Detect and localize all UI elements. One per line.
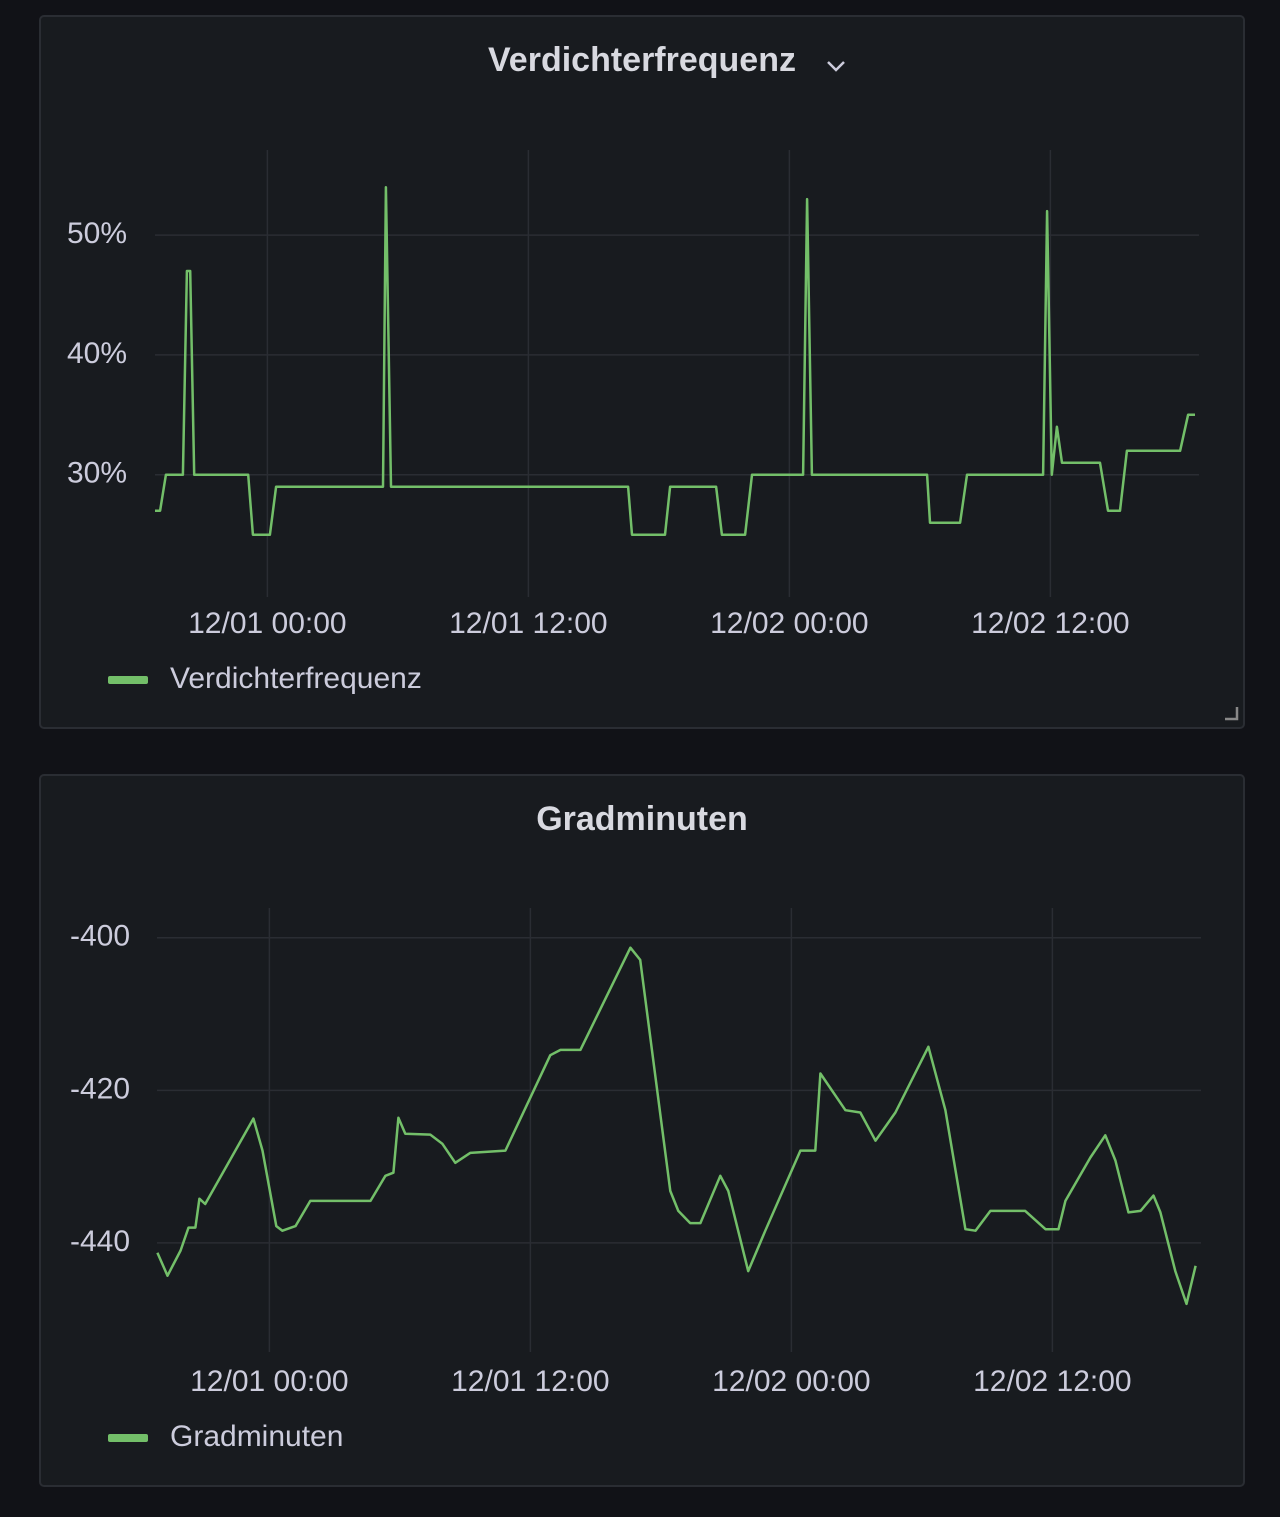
x-tick-label: 12/02 00:00 <box>712 1365 870 1398</box>
y-tick-label: -440 <box>70 1225 130 1258</box>
panel <box>39 774 1245 1487</box>
panel-title[interactable]: Verdichterfrequenz <box>488 41 796 79</box>
panel-title: Gradminuten <box>536 800 748 838</box>
x-tick-label: 12/01 00:00 <box>190 1365 348 1398</box>
x-tick-label: 12/01 00:00 <box>188 607 346 640</box>
legend-label: Verdichterfrequenz <box>170 662 422 695</box>
y-tick-label: 30% <box>67 457 127 490</box>
x-tick-label: 12/02 00:00 <box>710 607 868 640</box>
series-line <box>155 185 1195 536</box>
y-tick-label: -400 <box>70 920 130 953</box>
series-line <box>156 946 1197 1306</box>
y-tick-label: -420 <box>70 1072 130 1105</box>
y-tick-label: 50% <box>67 217 127 250</box>
panel-menu-chevron[interactable] <box>827 61 845 72</box>
x-tick-label: 12/01 12:00 <box>451 1365 609 1398</box>
x-tick-label: 12/01 12:00 <box>449 607 607 640</box>
legend-swatch <box>108 1434 148 1442</box>
panel <box>39 15 1245 729</box>
legend-label: Gradminuten <box>170 1420 343 1453</box>
y-tick-label: 40% <box>67 337 127 370</box>
resize-handle[interactable] <box>1225 707 1239 721</box>
x-tick-label: 12/02 12:00 <box>973 1365 1131 1398</box>
x-tick-label: 12/02 12:00 <box>971 607 1129 640</box>
legend-swatch <box>108 676 148 684</box>
